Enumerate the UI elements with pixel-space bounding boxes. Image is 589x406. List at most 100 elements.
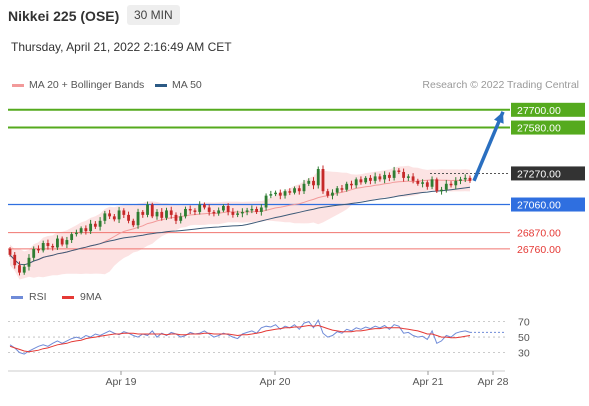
candle-body (32, 248, 36, 258)
candle-body (421, 182, 424, 184)
legend-label-9ma: 9MA (80, 291, 102, 303)
candle-body (207, 207, 211, 212)
rsi-tick-label: 50 (518, 332, 530, 344)
candle-body (217, 210, 221, 214)
candle-body (359, 179, 363, 183)
candle-body (18, 265, 21, 273)
candle-body (141, 211, 145, 215)
candle-body (127, 214, 130, 221)
candle-body (335, 188, 339, 193)
current-price-label-bg (511, 166, 585, 181)
candle-body (122, 210, 126, 215)
candle-body (392, 170, 396, 178)
candle-body (383, 174, 387, 180)
legend-swatch-rsi (11, 296, 23, 299)
candle-body (203, 204, 206, 208)
level-label-bg-resistance (511, 102, 585, 117)
candle-body (406, 176, 410, 178)
candle-body (212, 211, 216, 214)
candle-body (51, 245, 55, 248)
chart-header: Nikkei 225 (OSE) 30 MIN (0, 0, 589, 32)
candle-body (79, 228, 83, 233)
rsi-tick-label: 70 (518, 317, 530, 329)
x-tick-label: Apr 19 (106, 376, 137, 388)
candle-body (435, 179, 439, 192)
candle-body (240, 211, 244, 214)
rsi-tick-label: 30 (518, 348, 530, 360)
chart-title: Nikkei 225 (OSE) (8, 8, 120, 24)
candle-body (60, 238, 64, 245)
level-label-support_light: 26760.00 (517, 244, 561, 256)
candle-body (103, 213, 107, 221)
candle-body (449, 183, 453, 186)
candle-body (117, 210, 121, 220)
candle-body (108, 213, 112, 217)
candle-body (368, 177, 372, 181)
timestamp: Thursday, April 21, 2022 2:16:49 AM CET (11, 40, 232, 54)
candle-body (169, 210, 173, 215)
legend-swatch-ma20 (12, 83, 24, 87)
candle-body (459, 179, 462, 181)
candle-body (46, 243, 50, 246)
level-label-resistance: 27700.00 (517, 105, 561, 117)
candle-body (93, 223, 97, 227)
candle-body (340, 188, 344, 190)
candle-body (326, 191, 330, 196)
legend-swatch-ma50 (155, 83, 167, 87)
candle-body (174, 214, 178, 221)
candle-body (402, 171, 406, 178)
candle-body (221, 206, 225, 211)
candle-body (274, 192, 277, 195)
candle-body (160, 211, 164, 218)
candle-body (321, 169, 325, 192)
current-price-label: 27270.00 (517, 168, 561, 180)
candle-body (27, 257, 31, 267)
candle-body (387, 174, 391, 178)
candle-body (345, 183, 349, 190)
candle-body (293, 188, 296, 193)
candle-body (37, 248, 40, 251)
candle-body (454, 180, 458, 186)
candle-body (155, 211, 159, 217)
forecast-arrow-head (494, 111, 504, 124)
candle-body (112, 216, 116, 220)
level-label-resistance: 27580.00 (517, 123, 561, 135)
candle-body (411, 176, 415, 181)
candle-body (250, 208, 254, 211)
candle-body (350, 183, 353, 186)
legend-label-ma20: MA 20 + Bollinger Bands (29, 79, 145, 91)
candle-body (193, 210, 197, 212)
candle-body (74, 232, 78, 235)
rsi-line (9, 318, 471, 355)
candle-body (136, 211, 140, 226)
candle-body (430, 179, 434, 187)
ma50-line (9, 186, 471, 266)
interval-badge[interactable]: 30 MIN (127, 5, 180, 25)
candle-body (468, 177, 472, 181)
candle-body (302, 183, 306, 192)
candle-body (98, 220, 102, 227)
forecast-arrow-shaft (472, 111, 505, 182)
candle-body (364, 177, 368, 183)
x-tick-label: Apr 28 (478, 376, 509, 388)
legend-swatch-9ma (62, 296, 74, 299)
level-label-bg-resistance (511, 120, 585, 135)
candle-body (165, 210, 168, 218)
candle-body (397, 170, 401, 172)
candle-body (425, 182, 429, 187)
candle-body (13, 254, 17, 266)
candle-body (283, 191, 287, 196)
legend-ma50: MA 50 (155, 79, 202, 91)
candle-body (416, 180, 420, 184)
candle-body (440, 189, 443, 192)
candle-body (269, 194, 273, 196)
candle-body (188, 208, 192, 211)
candle-body (231, 211, 235, 215)
candle-body (354, 179, 358, 186)
candle-body (255, 208, 259, 212)
candle-body (316, 169, 320, 186)
candle-body (41, 243, 45, 251)
x-tick-label: Apr 21 (413, 376, 444, 388)
candle-body (236, 213, 240, 215)
candle-body (198, 204, 202, 212)
